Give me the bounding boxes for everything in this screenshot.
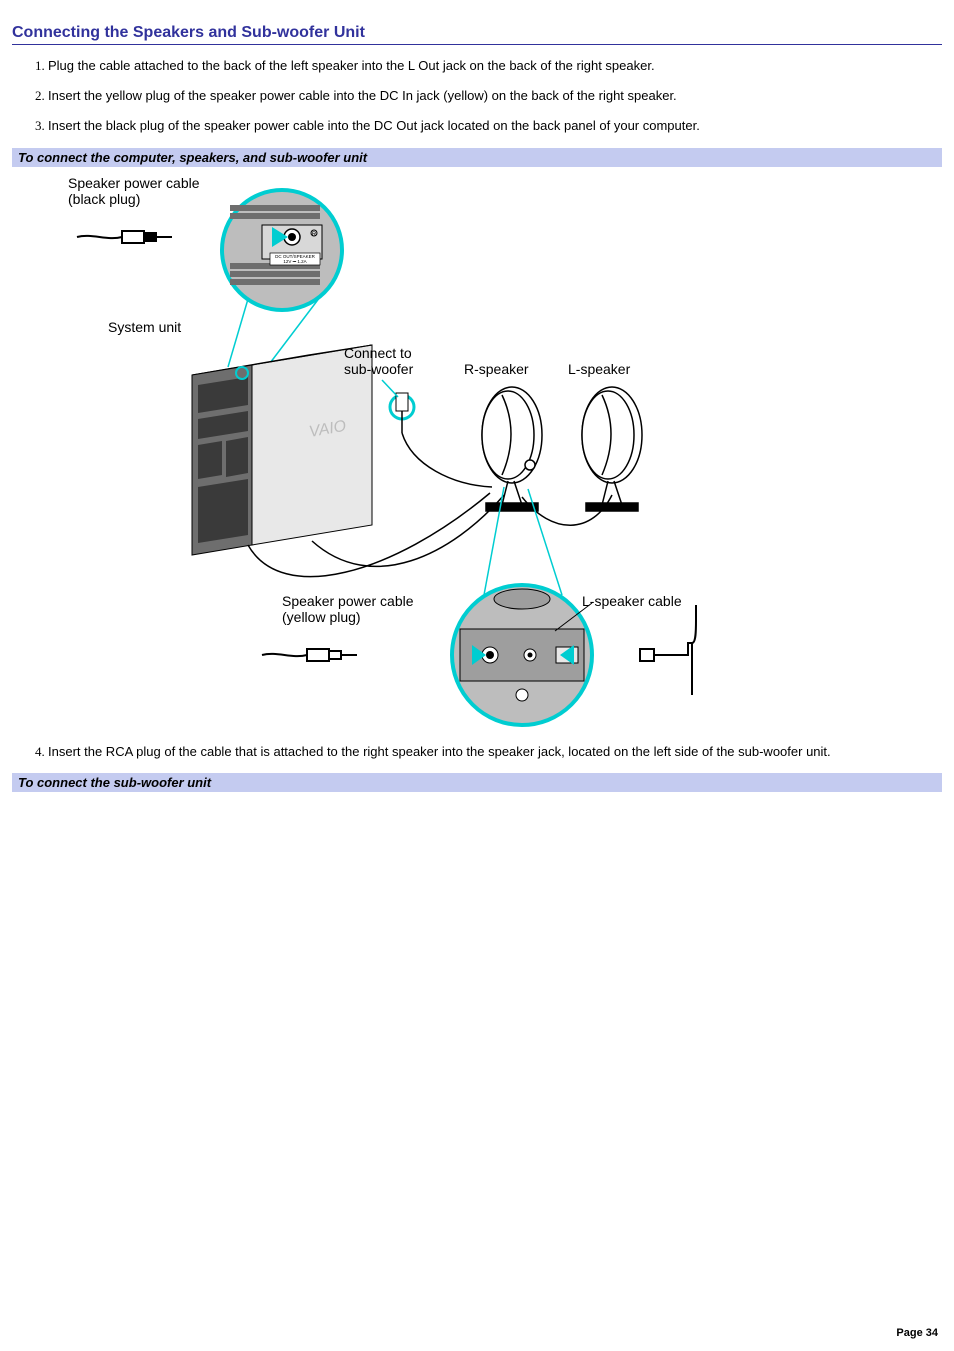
label-system-unit: System unit [108,319,181,336]
svg-text:R: R [312,232,317,238]
steps-list-1: Plug the cable attached to the back of t… [12,57,942,136]
zoom-dc-out: R DC OUT/SPEAKER 12V ⎓ 1.2A [222,190,342,310]
svg-text:12V ⎓ 1.2A: 12V ⎓ 1.2A [283,259,306,264]
step-2-text: Insert the yellow plug of the speaker po… [48,88,677,103]
label-power-black: Speaker power cable (black plug) [68,175,200,209]
page-number: Page 34 [896,1327,938,1339]
subwoofer-plug [390,393,492,487]
zoom-rspeaker-back [446,585,600,725]
label-l-cable: L-speaker cable [582,593,682,610]
steps-list-2: Insert the RCA plug of the cable that is… [12,743,942,761]
r-speaker [482,387,542,511]
connection-diagram: R DC OUT/SPEAKER 12V ⎓ 1.2A [52,175,752,735]
step-2: Insert the yellow plug of the speaker po… [48,87,942,105]
l-speaker-cable [640,605,696,695]
power-cable-yellow [262,649,357,661]
step-1-text: Plug the cable attached to the back of t… [48,58,655,73]
label-connect-sub: Connect to sub-woofer [344,345,413,379]
step-4: Insert the RCA plug of the cable that is… [48,743,942,761]
step-4-text: Insert the RCA plug of the cable that is… [48,744,831,759]
step-1: Plug the cable attached to the back of t… [48,57,942,75]
power-cable-black [77,231,172,243]
l-speaker [582,387,642,511]
label-r-speaker: R-speaker [464,361,529,378]
label-power-yellow: Speaker power cable (yellow plug) [282,593,414,627]
label-l-speaker: L-speaker [568,361,630,378]
page: Connecting the Speakers and Sub-woofer U… [0,0,954,1351]
step-3-text: Insert the black plug of the speaker pow… [48,118,700,133]
step-3: Insert the black plug of the speaker pow… [48,117,942,135]
figure-caption-2: To connect the sub-woofer unit [12,773,942,792]
figure-caption-1: To connect the computer, speakers, and s… [12,148,942,167]
diagram-svg: R DC OUT/SPEAKER 12V ⎓ 1.2A [52,175,752,735]
page-heading: Connecting the Speakers and Sub-woofer U… [12,24,942,45]
